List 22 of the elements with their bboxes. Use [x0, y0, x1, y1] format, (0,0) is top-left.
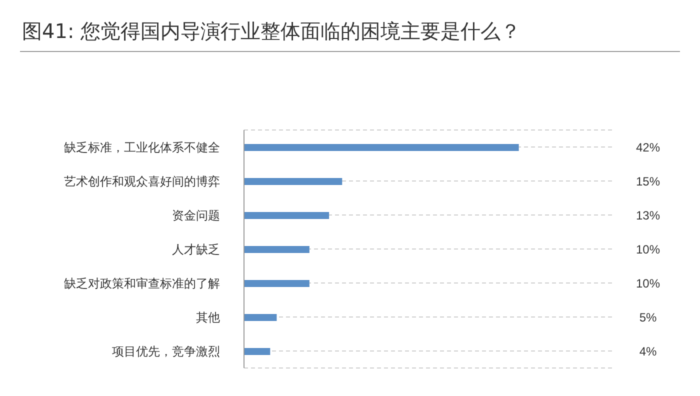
y-tick-label: 资金问题	[172, 208, 220, 222]
data-label: 15%	[636, 174, 660, 188]
data-label: 10%	[636, 276, 660, 290]
y-tick-label: 缺乏标准，工业化体系不健全	[64, 140, 220, 154]
data-label: 5%	[639, 310, 657, 324]
data-label: 10%	[636, 242, 660, 256]
y-tick-label: 缺乏对政策和审查标准的了解	[64, 276, 220, 290]
bar	[244, 246, 310, 253]
y-tick-label: 其他	[196, 310, 220, 324]
data-label: 4%	[639, 344, 657, 358]
bar	[244, 178, 342, 185]
y-tick-label: 项目优先，竞争激烈	[112, 344, 220, 358]
chart-title: 图41: 您觉得国内导演行业整体面临的困境主要是什么？	[22, 18, 521, 45]
bar	[244, 314, 277, 321]
bar	[244, 348, 270, 355]
bar	[244, 280, 310, 287]
bar	[244, 212, 330, 219]
bar	[244, 144, 519, 151]
y-tick-label: 艺术创作和观众喜好间的博弈	[64, 174, 220, 188]
y-tick-label: 人才缺乏	[172, 242, 220, 256]
data-label: 13%	[636, 208, 660, 222]
data-label: 42%	[636, 140, 660, 154]
